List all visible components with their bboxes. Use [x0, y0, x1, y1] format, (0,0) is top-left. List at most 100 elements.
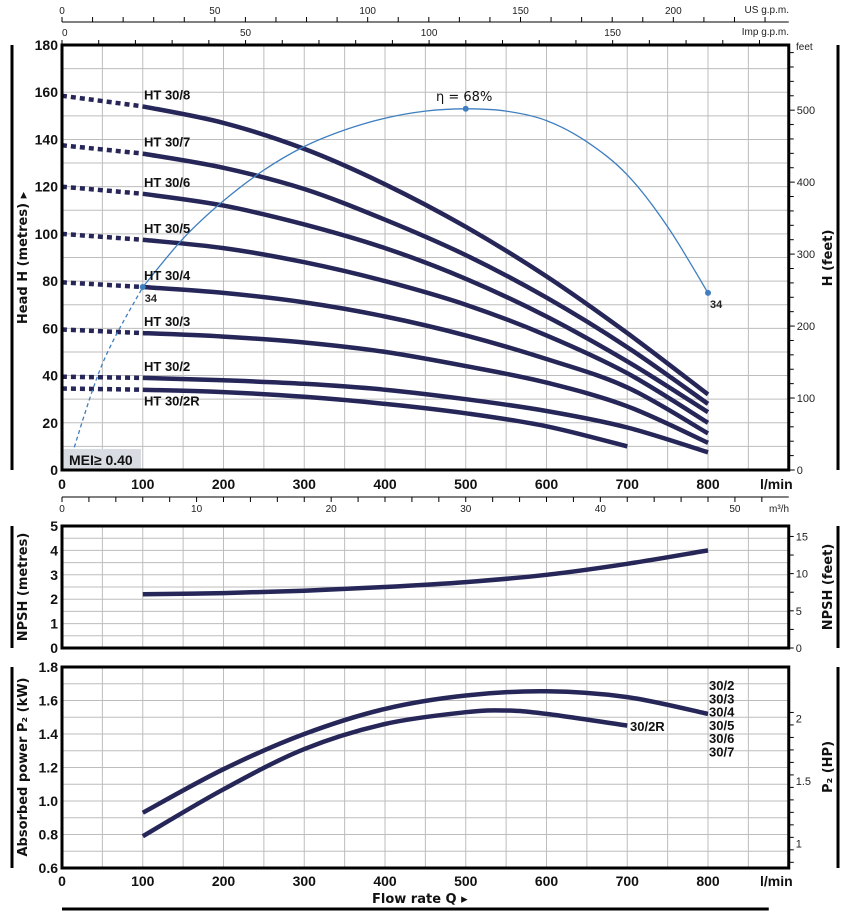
head-grid	[62, 45, 789, 470]
power-x-tick-label: 400	[373, 873, 397, 889]
power-x-tick-label: 0	[58, 873, 66, 889]
npsh-y-right-title: NPSH (feet)	[821, 544, 836, 631]
npsh-y-tick-label: 5	[50, 518, 58, 534]
npsh-feet-tick-label: 0	[796, 643, 802, 655]
imp-gpm-unit: Imp g.p.m.	[742, 27, 789, 38]
feet-tick-label: 200	[797, 321, 815, 333]
head-curve	[142, 104, 710, 397]
m3h-tick-label: 40	[595, 504, 607, 515]
head-x-unit: l/min	[760, 476, 793, 492]
power-x-tick-label: 100	[131, 873, 155, 889]
us-gpm-tick-label: 50	[209, 6, 221, 17]
power-x-tick-label: 200	[212, 873, 236, 889]
head-curve-label: HT 30/2R	[144, 394, 200, 409]
head-x-tick-label: 0	[58, 476, 66, 492]
power-curves	[141, 689, 709, 839]
feet-unit: feet	[796, 42, 813, 53]
head-curve-dashed	[61, 143, 144, 156]
head-curve-label: HT 30/8	[144, 87, 190, 102]
head-curve-dashed	[61, 327, 143, 336]
power-y-tick-label: 1.0	[39, 793, 59, 809]
power-curve-label: 30/5	[709, 718, 734, 733]
efficiency-curve-dashed	[69, 286, 144, 461]
m3h-unit: m³/h	[769, 504, 789, 515]
m3h-tick-label: 0	[59, 504, 65, 515]
head-x-tick-label: 100	[131, 476, 155, 492]
imp-gpm-tick-label: 50	[240, 28, 252, 39]
head-curve-label: HT 30/5	[144, 221, 190, 236]
power-y-tick-label: 0.8	[39, 827, 59, 843]
feet-tick-label: 300	[797, 249, 815, 261]
hp-tick-label: 1	[796, 839, 802, 851]
head-curve-label: HT 30/7	[144, 135, 190, 150]
efficiency-point-label: 34	[710, 299, 723, 311]
power-chart: 30/230/330/430/530/630/7 30/2R 0.6 0.8 1.0 1…	[10, 659, 840, 911]
npsh-y-tick-label: 2	[50, 591, 58, 607]
head-frame	[60, 43, 791, 472]
head-y-tick-label: 20	[42, 415, 58, 431]
head-chart: 34 34 MEI≥ 0.40 η = 68% HT 30/8 HT 30/7 HT …	[10, 5, 840, 492]
head-x-tick-label: 300	[293, 476, 317, 492]
imp-gpm-tick-label: 150	[604, 28, 621, 39]
head-curve-dashed	[61, 231, 143, 243]
head-curve	[142, 330, 709, 445]
m3h-tick-label: 30	[460, 504, 472, 515]
power-curve-label: 30/7	[709, 745, 734, 760]
power-axes: 0.6 0.8 1.0 1.2 1.4 1.6 1.8 0 100 200 300 400 500 600…	[10, 659, 840, 911]
npsh-feet-tick-label: 10	[796, 569, 808, 581]
power-y-tick-label: 1.4	[39, 726, 59, 742]
power-curve-labels: 30/230/330/430/530/630/7 30/2R	[630, 678, 735, 760]
power-y-title: Absorbed power P₂ (kW)	[16, 677, 31, 856]
head-curves	[61, 93, 710, 455]
us-gpm-tick-label: 150	[512, 6, 529, 17]
head-curve-dashed	[61, 280, 143, 290]
power-curve-label: 30/3	[709, 691, 734, 706]
npsh-curves	[142, 548, 709, 597]
head-curve-label: HT 30/6	[144, 175, 190, 190]
us-gpm-unit: US g.p.m.	[745, 5, 789, 16]
power-x-tick-label: 700	[616, 873, 640, 889]
efficiency-curve: 34 34	[69, 105, 723, 461]
us-gpm-tick-label: 100	[359, 6, 376, 17]
efficiency-label: η = 68%	[436, 90, 492, 105]
head-x-tick-label: 400	[373, 476, 397, 492]
flow-rate-title: Flow rate Q ▸	[372, 892, 468, 907]
npsh-y-tick-label: 3	[50, 567, 58, 583]
head-y-tick-label: 180	[35, 37, 59, 53]
head-curve	[142, 191, 710, 415]
efficiency-curve-solid	[142, 108, 709, 294]
m3h-tick-label: 50	[729, 504, 741, 515]
head-curve-dashed	[61, 386, 143, 392]
power-y-right-title: P₂ (HP)	[821, 741, 836, 793]
hp-tick-label: 1.5	[796, 776, 811, 788]
npsh-curve	[142, 548, 709, 597]
power-x-tick-label: 800	[696, 873, 720, 889]
mei-label: MEI≥ 0.40	[69, 452, 133, 468]
power-y-tick-label: 0.6	[39, 860, 59, 876]
head-x-tick-label: 200	[212, 476, 236, 492]
feet-tick-label: 500	[797, 105, 815, 117]
efficiency-point	[139, 284, 146, 291]
head-x-tick-label: 800	[696, 476, 720, 492]
head-y-tick-label: 0	[50, 462, 58, 478]
power-y-tick-label: 1.2	[39, 760, 59, 776]
head-y-tick-label: 60	[42, 320, 58, 336]
head-y-tick-label: 80	[42, 273, 58, 289]
head-y-tick-label: 160	[35, 84, 59, 100]
imp-gpm-tick-label: 100	[421, 28, 438, 39]
head-x-tick-label: 600	[535, 476, 559, 492]
head-curve	[142, 284, 710, 436]
power-y-tick-label: 1.6	[39, 693, 59, 709]
head-x-tick-label: 500	[454, 476, 478, 492]
head-x-tick-label: 700	[616, 476, 640, 492]
feet-tick-label: 0	[797, 465, 803, 477]
efficiency-point-label: 34	[145, 293, 158, 305]
power-curve-label: 30/2R	[630, 719, 665, 734]
power-x-unit: l/min	[760, 873, 793, 889]
head-y-tick-label: 100	[35, 226, 59, 242]
npsh-y-tick-label: 4	[50, 542, 58, 558]
head-y-title: Head H (metres) ▸	[16, 191, 31, 324]
